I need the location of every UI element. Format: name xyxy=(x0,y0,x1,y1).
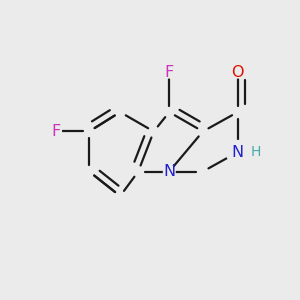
Circle shape xyxy=(164,66,175,78)
Circle shape xyxy=(226,140,249,164)
Circle shape xyxy=(232,66,244,78)
Circle shape xyxy=(164,166,175,177)
Text: N: N xyxy=(232,145,244,160)
Circle shape xyxy=(50,126,62,137)
Text: O: O xyxy=(232,64,244,80)
Text: H: H xyxy=(250,145,261,159)
Text: N: N xyxy=(163,164,175,179)
Text: F: F xyxy=(165,64,174,80)
Text: F: F xyxy=(51,124,60,139)
